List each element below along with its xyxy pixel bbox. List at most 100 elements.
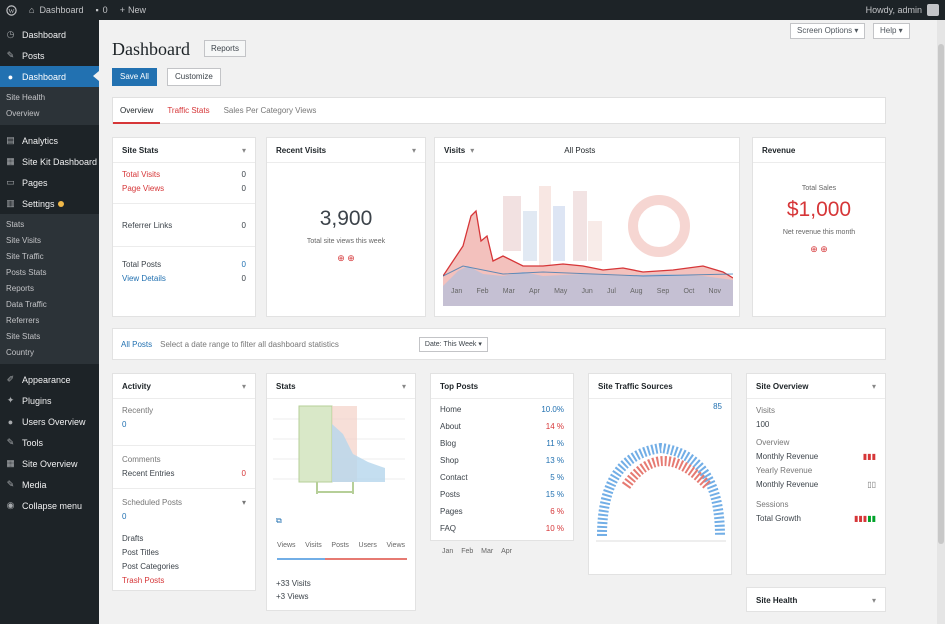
wordpress-logo-icon[interactable]: W xyxy=(0,0,23,20)
list-item: Comments xyxy=(122,454,161,464)
chart-axis-labels: Jan Feb Mar Apr May Jun Jul Aug Sep Oct Nov xyxy=(451,288,721,295)
submenu-item[interactable]: Reports xyxy=(6,284,35,293)
admin-bar: W ⌂ Dashboard ▪ 0 + New Howdy, admin xyxy=(0,0,945,20)
recent-visits-card: Recent Visits ▾ 3,900 Total site views th… xyxy=(266,137,426,317)
scrollbar[interactable] xyxy=(937,20,945,624)
submenu-item[interactable]: Data Traffic xyxy=(6,300,47,309)
submenu-item[interactable]: Site Visits xyxy=(6,236,41,245)
all-posts-link[interactable]: All Posts xyxy=(121,339,153,349)
revenue-value: $1,000 xyxy=(786,198,852,221)
menu-media[interactable]: ✎ Media xyxy=(6,479,47,490)
stats-progress xyxy=(277,558,407,560)
menu-users[interactable]: ● Users Overview xyxy=(0,411,99,432)
dashboard-icon: ◷ xyxy=(6,29,15,39)
site-icon: ▦ xyxy=(6,458,15,468)
top-posts-card: Top Posts Home 10.0% About 14 % Blog 11 % S… xyxy=(430,373,574,541)
menu-dashboard-active[interactable]: ● Dashboard xyxy=(0,66,99,87)
submenu-item[interactable]: Site Traffic xyxy=(6,252,44,261)
visits-subtext: Total site views this week xyxy=(306,238,386,245)
page-icon: ▭ xyxy=(6,177,15,187)
stat-label: Total Posts xyxy=(122,259,162,269)
chevron-down-icon[interactable]: ▾ xyxy=(411,145,416,155)
customize-button[interactable]: Customize xyxy=(167,68,221,86)
list-item: 100 xyxy=(756,419,770,429)
chevron-down-icon[interactable]: ▾ xyxy=(470,145,475,155)
menu-plugins[interactable]: ✦ Plugins xyxy=(6,395,52,406)
site-overview-card: Site Overview ▾ Visits 100 Overview Month… xyxy=(746,373,886,575)
card-title: Site Stats xyxy=(122,145,159,155)
menu-analytics[interactable]: ▤ Analytics xyxy=(6,135,59,146)
menu-appearance[interactable]: ✐ Appearance xyxy=(6,374,71,385)
site-name-link[interactable]: ⌂ Dashboard xyxy=(29,5,84,15)
screen-options-button[interactable]: Screen Options ▾ xyxy=(790,23,866,39)
stat-value: 0 xyxy=(241,273,246,283)
trend-icon: ⊕ xyxy=(820,244,828,254)
card-title: Visits xyxy=(444,145,466,155)
chevron-down-icon[interactable]: ▾ xyxy=(401,381,406,391)
comments-link[interactable]: ▪ 0 xyxy=(95,5,108,15)
table-row: Home 10.0% xyxy=(440,405,564,414)
chevron-down-icon[interactable]: ▾ xyxy=(241,381,246,391)
stat-value: 0 xyxy=(241,183,246,193)
menu-dashboard[interactable]: ◷ Dashboard xyxy=(6,29,67,40)
traffic-arc-chart xyxy=(596,442,726,542)
submenu-item[interactable]: Site Health xyxy=(6,93,46,102)
menu-posts[interactable]: ✎ Posts xyxy=(6,50,45,61)
stats-step-chart xyxy=(273,405,405,494)
help-button[interactable]: Help ▾ xyxy=(873,23,910,39)
card-title: Site Health xyxy=(756,596,798,605)
my-account-link[interactable]: Howdy, admin xyxy=(860,0,945,20)
menu-site-overview[interactable]: ▦ Site Overview xyxy=(6,458,78,469)
submenu-item[interactable]: Stats xyxy=(6,220,25,229)
menu-site-kit[interactable]: ▦ Site Kit Dashboard xyxy=(6,156,98,167)
table-row: Pages 6 % xyxy=(440,507,564,516)
menu-settings[interactable]: ▥ Settings xyxy=(0,193,99,214)
chevron-down-icon[interactable]: ▾ xyxy=(871,596,876,605)
settings-icon: ▥ xyxy=(6,198,15,208)
grid-icon: ▦ xyxy=(6,156,15,166)
activity-card: Activity ▾ Recently 0 Comments Recent Ent… xyxy=(112,373,256,591)
revenue-card: Revenue Total Sales $1,000 Net revenue t… xyxy=(752,137,886,317)
plus-icon: + xyxy=(119,5,125,15)
stat-label: Referrer Links xyxy=(122,220,173,230)
scrollbar-thumb[interactable] xyxy=(938,44,944,544)
svg-text:W: W xyxy=(8,8,15,15)
submenu-item[interactable]: Site Stats xyxy=(6,332,41,341)
stat-caption: +33 Visits xyxy=(276,578,311,588)
list-item: 0 xyxy=(122,419,127,429)
submenu-item[interactable]: Country xyxy=(6,348,35,357)
tab-sales[interactable]: Sales Per Category Views xyxy=(223,106,317,115)
admin-sidebar: ◷ Dashboard ✎ Posts ● Dashboard Site Health… xyxy=(0,20,99,624)
stats-card: Stats ▾ ⧉ Views Visits Posts Users Views +33 … xyxy=(266,373,416,611)
update-badge xyxy=(57,200,64,207)
menu-tools[interactable]: ✎ Tools xyxy=(6,437,44,448)
list-item: Monthly Revenue ▮▮▮ xyxy=(756,451,876,461)
table-row: Blog 11 % xyxy=(440,439,564,448)
menu-collapse[interactable]: ◉ Collapse menu xyxy=(6,500,83,511)
plugin-icon: ✦ xyxy=(6,395,15,405)
trend-icon: ⊕ xyxy=(347,253,355,263)
chevron-down-icon[interactable]: ▾ xyxy=(241,145,246,155)
list-item: Drafts xyxy=(122,533,144,543)
chevron-down-icon[interactable]: ▾ xyxy=(871,381,876,391)
submenu-item[interactable]: Overview xyxy=(6,109,40,118)
visits-chart-card: Visits ▾ All Posts Jan Feb Mar Apr May Jun Jul A… xyxy=(434,137,740,317)
link-icon: ⧉ xyxy=(276,516,282,525)
view-details-link[interactable]: View Details xyxy=(122,273,166,283)
reports-button[interactable]: Reports xyxy=(204,40,247,57)
menu-pages[interactable]: ▭ Pages xyxy=(6,177,48,188)
save-all-button[interactable]: Save All xyxy=(112,68,157,86)
tab-traffic[interactable]: Traffic Stats xyxy=(167,106,210,115)
new-content-link[interactable]: + New xyxy=(119,5,146,15)
card-title: Site Overview xyxy=(756,381,809,391)
date-range-select[interactable]: Date: This Week ▾ xyxy=(418,336,488,352)
table-row: FAQ 10 % xyxy=(440,524,564,533)
submenu-item[interactable]: Posts Stats xyxy=(6,268,47,277)
range-label[interactable]: All Posts xyxy=(564,145,596,155)
tab-overview[interactable]: Overview xyxy=(113,97,161,124)
list-item: Visits xyxy=(756,405,775,415)
avatar xyxy=(927,4,939,16)
submenu-item[interactable]: Referrers xyxy=(6,316,40,325)
stat-label: Page Views xyxy=(122,183,165,193)
list-item: Scheduled Posts ▾ xyxy=(122,497,246,507)
